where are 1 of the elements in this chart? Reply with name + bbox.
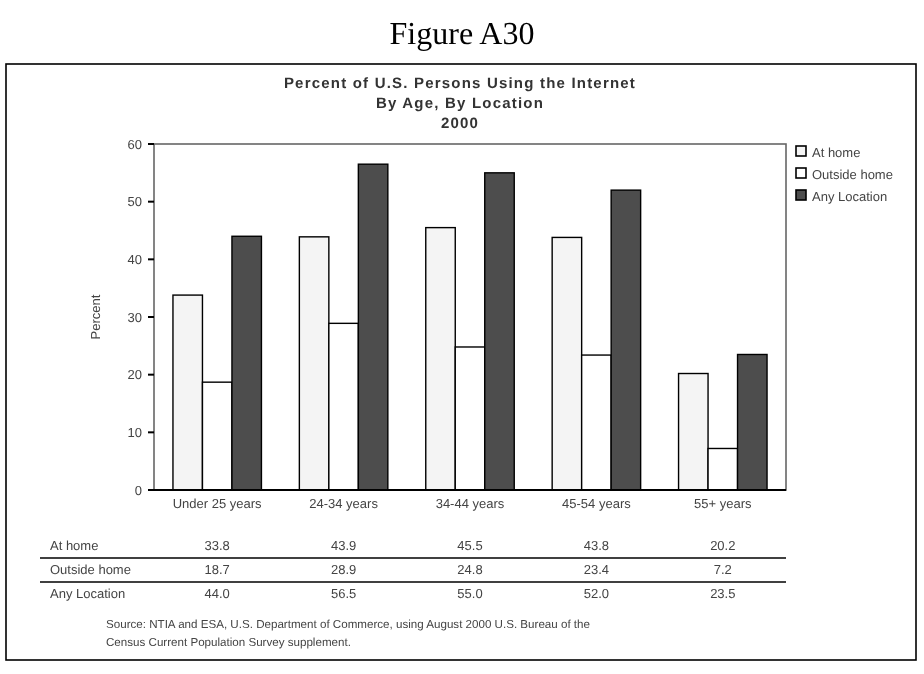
chart-title: Figure A30 bbox=[389, 18, 535, 52]
